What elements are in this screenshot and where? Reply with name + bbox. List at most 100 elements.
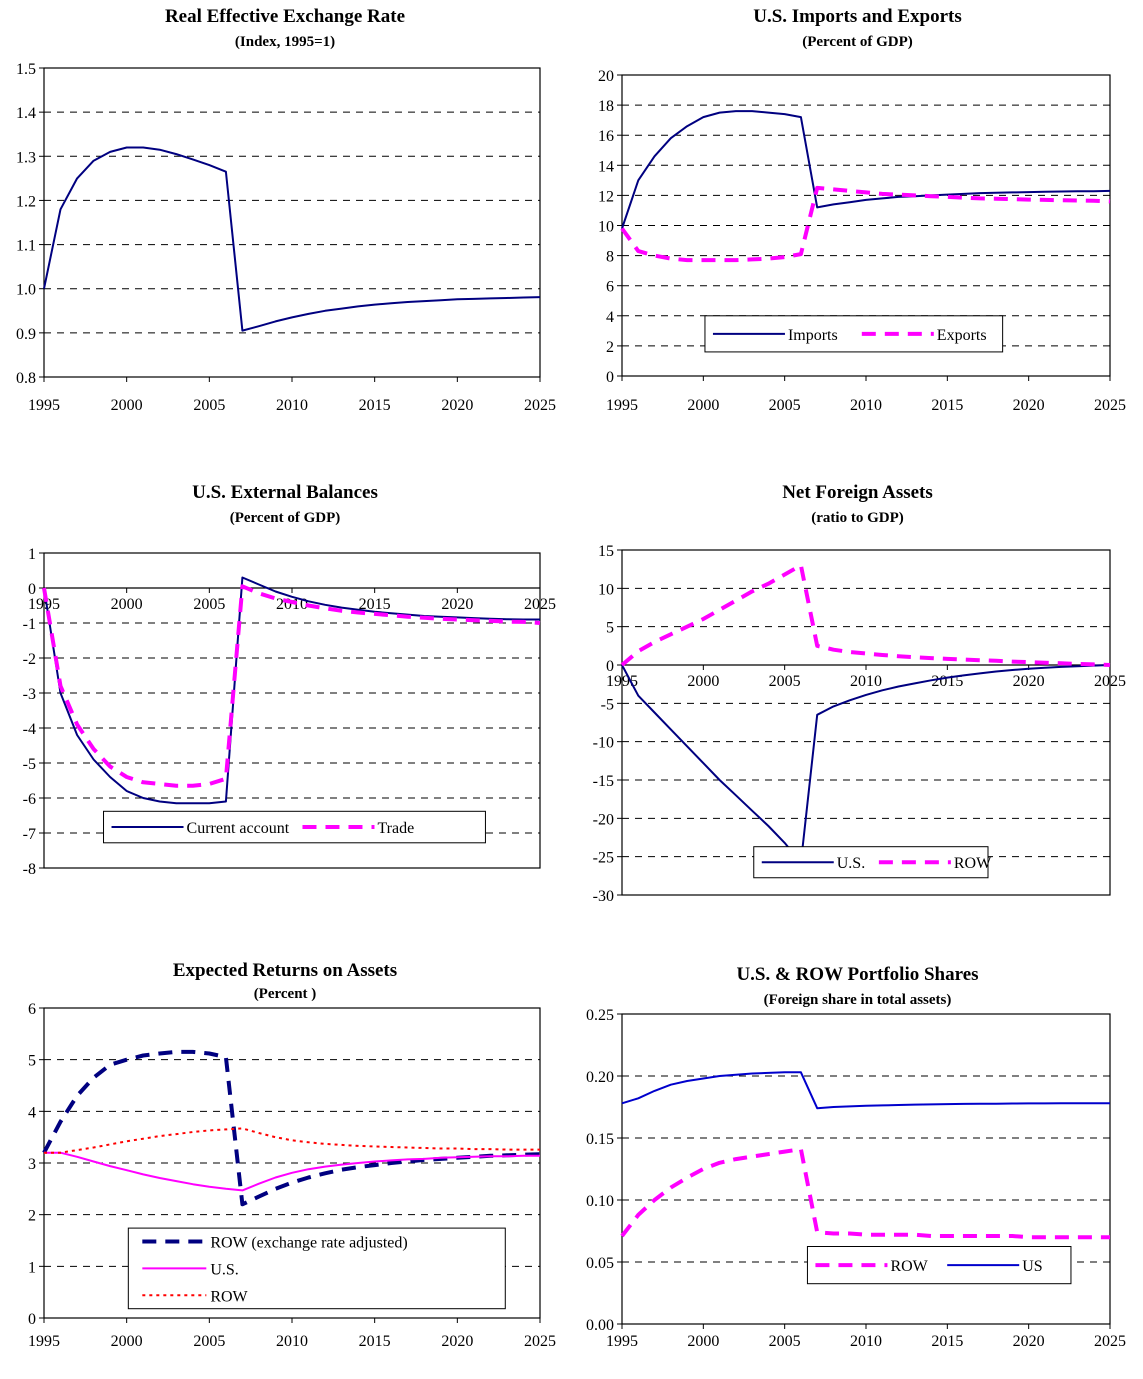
y-tick-label: 0: [606, 658, 614, 675]
plot-area: [621, 549, 1111, 896]
y-tick-label: -5: [601, 696, 614, 713]
y-tick-label: 6: [28, 1001, 36, 1018]
y-tick-label: -6: [23, 791, 36, 808]
legend-label: ROW: [210, 1288, 248, 1305]
y-tick-label: -8: [23, 861, 36, 878]
x-tick-label: 2010: [276, 397, 308, 414]
legend-label: ROW: [890, 1258, 928, 1275]
y-tick-label: 1: [28, 1259, 36, 1276]
legend-label: US: [1022, 1258, 1042, 1275]
chart-panel-net-foreign-assets: Net Foreign Assets (ratio to GDP) -30 -25…: [572, 478, 1143, 908]
y-tick-label: 0.25: [586, 1007, 614, 1024]
x-tick-label: 2020: [441, 397, 473, 414]
chart-real-exchange-rate: 0.8 0.9 1.0 1.1 1.2 1.3 1.4 1.5 1995 2000 2005 2010…: [16, 61, 556, 414]
legend-label: Current account: [187, 820, 290, 837]
chart-subtitle: (Percent ): [253, 986, 317, 1002]
x-tick-label: 2010: [850, 673, 882, 690]
x-tick-label: 2000: [111, 1333, 143, 1350]
chart-expected-returns: 0 1 2 3 4 5 6 1995 2000 2005 2010 2015 2020 2025 ROW (…: [28, 1001, 556, 1350]
legend: U.S. ROW: [753, 846, 992, 879]
x-tick-label: 2015: [931, 1333, 963, 1350]
y-tick-label: 0: [28, 1311, 36, 1328]
chart-title: Expected Returns on Assets: [172, 960, 398, 981]
x-tick-label: 2005: [769, 397, 801, 414]
y-tick-label: -4: [23, 721, 36, 738]
y-tick-label: 0.05: [586, 1255, 614, 1272]
legend: ROW (exchange rate adjusted) U.S. ROW: [127, 1227, 506, 1310]
x-tick-label: 1995: [606, 397, 638, 414]
x-tick-label: 2010: [850, 1333, 882, 1350]
chart-subtitle: (Percent of GDP): [229, 510, 341, 526]
y-tick-label: 0: [606, 369, 614, 386]
y-tick-label: 0.8: [16, 370, 36, 387]
legend-box: [103, 810, 486, 844]
x-tick-label: 2005: [769, 673, 801, 690]
y-tick-label: -1: [23, 616, 36, 633]
x-tick-label: 2005: [193, 397, 225, 414]
x-tick-label: 2020: [1013, 673, 1045, 690]
chart-imports-exports: 0 2 4 6 8 10 12 14 16 18 20 1995 2000 2005 2010 2015 202…: [598, 68, 1126, 414]
y-tick-label: 4: [28, 1104, 36, 1121]
chart-subtitle: (Percent of GDP): [802, 34, 913, 50]
y-tick-label: 2: [28, 1208, 36, 1225]
chart-external-balances: -8 -7 -6 -5 -4 -3 -2 -1 0 1 1995 2000 2005 2010 2015 20…: [23, 546, 556, 878]
y-tick-label: 2: [606, 339, 614, 356]
x-tick-label: 2010: [276, 596, 308, 613]
x-tick-label: 2000: [111, 397, 143, 414]
chart-subtitle: (Index, 1995=1): [234, 34, 336, 50]
y-tick-label: 16: [598, 128, 614, 145]
chart-title: U.S. Imports and Exports: [753, 6, 962, 27]
series-line-2: [44, 1127, 540, 1154]
y-tick-label: 10: [598, 219, 614, 236]
y-tick-label: 0.20: [586, 1069, 614, 1086]
y-tick-label: 4: [606, 309, 614, 326]
y-tick-label: 10: [598, 581, 614, 598]
y-tick-label: 8: [606, 249, 614, 266]
y-tick-label: 12: [598, 188, 614, 205]
y-tick-label: -20: [593, 811, 614, 828]
series-line-1: [621, 1071, 1110, 1110]
x-tick-label: 2025: [1094, 397, 1126, 414]
y-tick-label: 14: [598, 158, 614, 175]
y-tick-label: 0.15: [586, 1131, 614, 1148]
y-tick-label: -25: [593, 850, 614, 867]
y-tick-label: 0.00: [586, 1317, 614, 1334]
chart-title: U.S. External Balances: [192, 482, 378, 503]
legend-label: Trade: [377, 820, 414, 837]
y-tick-label: 1.1: [16, 238, 36, 255]
series-line-0: [42, 1049, 541, 1207]
y-tick-label: -30: [593, 888, 614, 905]
chart-subtitle: (ratio to GDP): [811, 510, 904, 526]
x-tick-label: 2025: [524, 397, 556, 414]
y-tick-label: -15: [593, 773, 614, 790]
chart-title: U.S. & ROW Portfolio Shares: [736, 964, 979, 985]
chart-panel-external-balances: U.S. External Balances (Percent of GDP) …: [0, 478, 570, 908]
legend-label: ROW (exchange rate adjusted): [210, 1235, 407, 1252]
y-tick-label: 5: [606, 620, 614, 637]
chart-panel-expected-returns: Expected Returns on Assets (Percent ) 0 1…: [0, 956, 570, 1374]
x-tick-label: 1995: [28, 1333, 60, 1350]
y-tick-label: -3: [23, 686, 36, 703]
y-tick-label: 15: [598, 543, 614, 560]
x-tick-label: 2015: [931, 397, 963, 414]
chart-panel-real-exchange-rate: Real Effective Exchange Rate (Index, 199…: [0, 0, 570, 440]
y-tick-label: 5: [28, 1053, 36, 1070]
chart-portfolio-shares: 0.00 0.05 0.10 0.15 0.20 0.25 1995 2000 2005 2010…: [586, 1007, 1126, 1350]
legend: Imports Exports: [704, 315, 1004, 353]
x-tick-label: 2005: [769, 1333, 801, 1350]
chart-panel-portfolio-shares: U.S. & ROW Portfolio Shares (Foreign sha…: [572, 956, 1143, 1374]
x-tick-label: 2015: [359, 1333, 391, 1350]
series-line-1: [44, 1151, 540, 1192]
x-tick-label: 2005: [193, 596, 225, 613]
series-line-0: [43, 576, 540, 805]
series-line-1: [620, 563, 1111, 667]
x-tick-label: 1995: [28, 596, 60, 613]
y-tick-label: -2: [23, 651, 36, 668]
x-tick-label: 2020: [441, 596, 473, 613]
y-tick-label: 6: [606, 279, 614, 296]
plot-area: [43, 67, 541, 378]
y-tick-label: 18: [598, 98, 614, 115]
legend: Current account Trade: [103, 810, 486, 844]
x-tick-label: 2025: [1094, 673, 1126, 690]
x-tick-label: 1995: [28, 397, 60, 414]
